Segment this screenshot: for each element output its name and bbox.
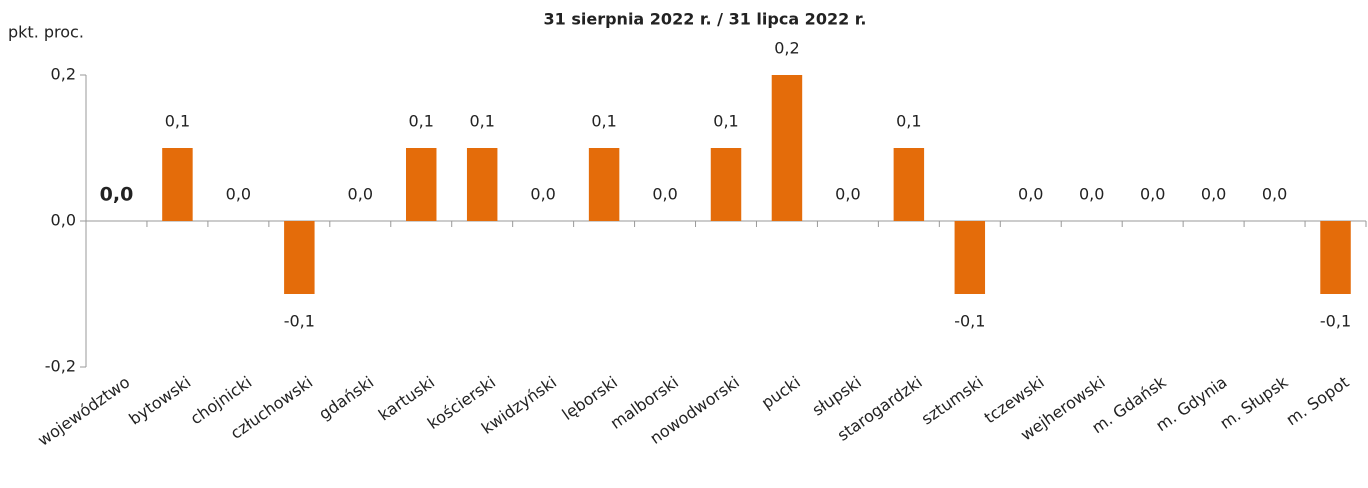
value-label: 0,0 (100, 184, 134, 206)
value-label: 0,0 (1262, 185, 1287, 204)
value-label: 0,2 (774, 39, 799, 58)
value-label: 0,1 (713, 112, 738, 131)
x-tick-label: pucki (758, 372, 804, 412)
bar (771, 75, 803, 221)
bar (893, 148, 925, 221)
value-label: -0,1 (954, 312, 985, 331)
chart-title: 31 sierpnia 2022 r. / 31 lipca 2022 r. (544, 10, 867, 29)
x-tick-label: gdański (315, 372, 377, 423)
bar (466, 148, 498, 221)
x-tick-label: m. Sopot (1283, 372, 1353, 429)
y-axis-label: pkt. proc. (8, 23, 84, 42)
value-label: 0,1 (469, 112, 494, 131)
x-tick-label: województwo (34, 372, 133, 449)
value-label: -0,1 (1320, 312, 1351, 331)
bar (1320, 221, 1351, 294)
y-tick-label: 0,2 (51, 65, 76, 84)
value-label: 0,0 (1018, 185, 1043, 204)
value-label: 0,0 (348, 185, 373, 204)
y-tick-label: 0,0 (51, 211, 76, 230)
value-label: 0,0 (835, 185, 860, 204)
x-tick-label: bytowski (125, 372, 194, 428)
value-label: 0,0 (226, 185, 251, 204)
bar (284, 221, 315, 294)
value-label: 0,1 (591, 112, 616, 131)
bar (406, 148, 437, 221)
value-label: 0,0 (1140, 185, 1165, 204)
bar (588, 148, 620, 221)
bar (954, 221, 986, 294)
value-label: 0,0 (1201, 185, 1226, 204)
value-label: 0,0 (530, 185, 555, 204)
value-label: 0,1 (896, 112, 921, 131)
bar (162, 148, 193, 221)
bar (710, 148, 742, 221)
value-label: 0,0 (1079, 185, 1104, 204)
value-label: 0,1 (165, 112, 190, 131)
value-label: 0,1 (409, 112, 434, 131)
y-tick-label: -0,2 (45, 357, 76, 376)
x-tick-label: m. Słupsk (1216, 372, 1292, 433)
value-label: -0,1 (284, 312, 315, 331)
x-tick-label: sztumski (918, 372, 987, 428)
value-label: 0,0 (652, 185, 677, 204)
